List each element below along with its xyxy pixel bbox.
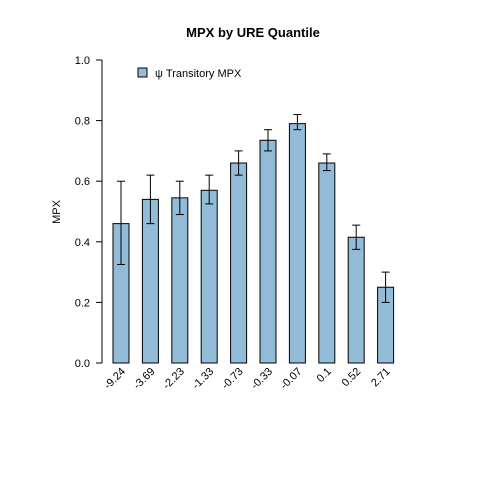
y-tick-label: 0.4	[75, 237, 90, 249]
x-tick-label: 0.1	[315, 366, 334, 385]
x-tick-label: -3.69	[131, 366, 157, 392]
error-bar	[264, 129, 272, 152]
bars-group	[112, 123, 395, 364]
bar	[200, 189, 218, 364]
x-tick-label: 2.71	[369, 366, 393, 390]
error-bar	[117, 180, 125, 266]
error-bar	[381, 271, 390, 303]
error-bar	[293, 114, 302, 131]
y-tick-label: 0.2	[75, 297, 90, 309]
error-bar	[234, 150, 243, 176]
y-tick-label: 0.6	[75, 176, 90, 188]
error-bar	[352, 224, 361, 250]
bar	[171, 197, 189, 364]
x-tick-label: -9.24	[102, 366, 128, 392]
x-tick-label: -0.73	[220, 366, 246, 392]
y-tick-label: 0.0	[75, 358, 90, 370]
y-tick-label: 1.0	[75, 55, 90, 67]
y-axis-label: MPX	[51, 199, 63, 224]
legend-swatch	[137, 67, 148, 78]
bar	[347, 236, 365, 364]
bar	[230, 162, 248, 364]
bar	[259, 139, 277, 364]
bar	[318, 162, 336, 364]
error-bar	[322, 153, 331, 172]
error-bars-group	[117, 114, 390, 303]
bar	[288, 123, 306, 364]
y-axis: 0.0 0.2 0.4 0.6 0.8 1.0	[75, 55, 103, 370]
chart-title: MPX by URE Quantile	[186, 25, 320, 40]
legend-label: ψ Transitory MPX	[155, 68, 242, 80]
error-bar	[146, 174, 155, 225]
error-bar	[175, 180, 184, 216]
x-tick-labels: -9.24 -3.69 -2.23 -1.33 -0.73 -0.33 -0.07 0.1 0.…	[102, 366, 393, 392]
x-tick-label: -1.33	[190, 366, 216, 392]
y-tick-label: 0.8	[75, 116, 90, 128]
error-bar	[205, 174, 214, 205]
x-tick-label: -2.23	[161, 366, 187, 392]
x-tick-label: -0.33	[249, 366, 275, 392]
x-tick-label: 0.52	[340, 366, 364, 390]
x-tick-label: -0.07	[278, 366, 304, 392]
legend: ψ Transitory MPX	[137, 67, 242, 80]
